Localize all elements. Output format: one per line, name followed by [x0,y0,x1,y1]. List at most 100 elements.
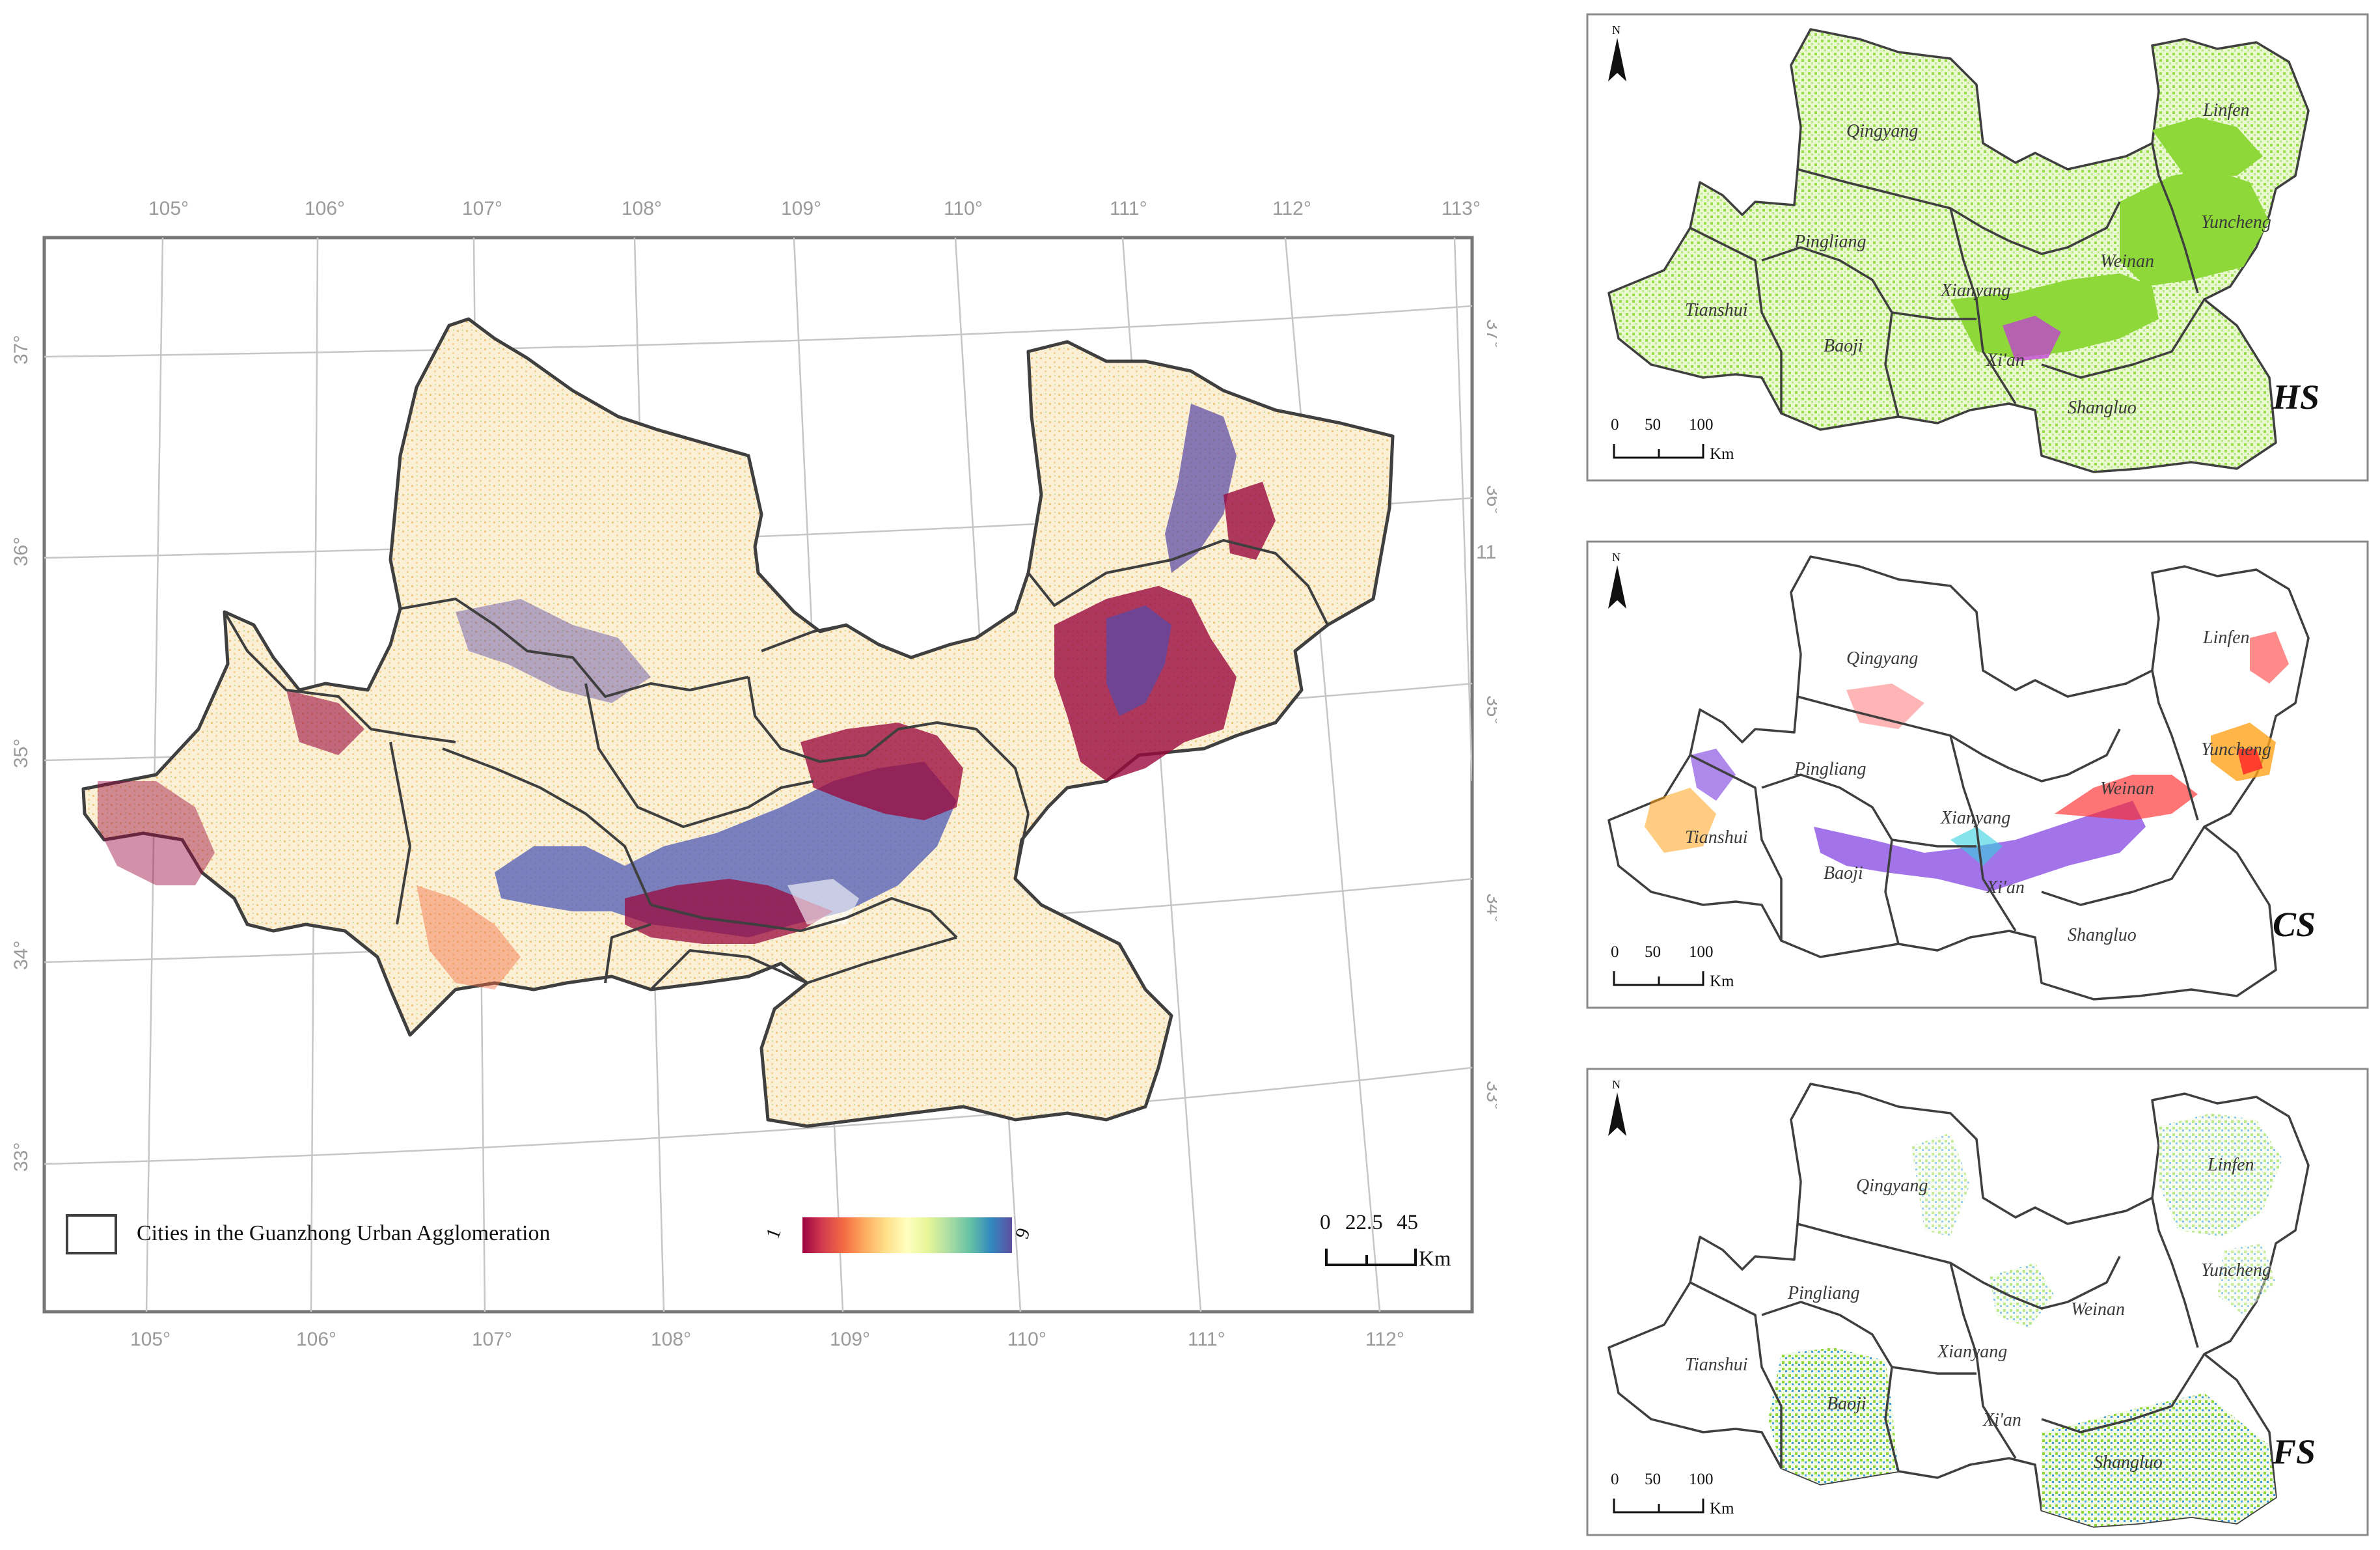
svg-text:Xianyang: Xianyang [1937,1342,2007,1362]
svg-text:34°: 34° [10,941,32,970]
svg-text:100: 100 [1689,416,1714,434]
svg-text:Tianshui: Tianshui [1685,827,1747,848]
svg-text:Pingliang: Pingliang [1794,232,1866,252]
svg-text:Pingliang: Pingliang [1787,1283,1859,1303]
north-arrow: N [1608,23,1626,81]
color-ramp [802,1217,1012,1253]
svg-text:Tianshui: Tianshui [1685,300,1747,320]
panel-boundaries [1689,1197,2206,1472]
svg-text:Xi'an: Xi'an [1986,878,2025,898]
lat-labels-left: 37° 36° 35° 34° 33° [10,335,32,1172]
legend-boundary-swatch [66,1214,117,1254]
panel-scale-bar: 0 50 100 Km [1611,1471,1734,1517]
svg-text:50: 50 [1645,416,1661,434]
panel-region [1607,28,2310,473]
svg-text:Weinan: Weinan [2100,779,2154,799]
svg-text:Linfen: Linfen [2202,628,2250,648]
svg-text:Yuncheng: Yuncheng [2201,1260,2271,1280]
main-map: 105° 106° 107° 108° 109° 110° 111° 112° … [10,198,1497,1350]
panel-fs: Qingyang Linfen Pingliang Yuncheng Weina… [1586,1068,2369,1536]
panel-city-labels: Qingyang Linfen Pingliang Yuncheng Weina… [1685,628,2271,945]
svg-text:100: 100 [1689,1471,1714,1488]
svg-text:Baoji: Baoji [1824,863,1863,883]
panel-tag: FS [2272,1432,2316,1471]
svg-text:35°: 35° [1483,695,1497,725]
panel-city-labels: Qingyang Linfen Pingliang Yuncheng Weina… [1685,1155,2271,1473]
svg-text:105°: 105° [148,198,189,219]
svg-text:Weinan: Weinan [2071,1299,2125,1320]
svg-text:110°: 110° [1007,1329,1046,1350]
svg-text:Linfen: Linfen [2207,1155,2254,1175]
svg-text:111°: 111° [1188,1329,1225,1350]
svg-text:Qingyang: Qingyang [1846,648,1918,669]
panel-tag: CS [2273,905,2316,944]
svg-text:N: N [1612,23,1621,36]
svg-text:Tianshui: Tianshui [1685,1355,1747,1375]
map-legend: Cities in the Guanzhong Urban Agglomerat… [66,1214,1035,1254]
svg-text:105°: 105° [130,1329,171,1350]
svg-text:106°: 106° [296,1329,336,1350]
panel-region [1607,1083,2310,1528]
svg-text:Qingyang: Qingyang [1856,1176,1928,1196]
svg-text:106°: 106° [305,198,345,219]
svg-text:113°: 113° [1476,542,1497,563]
svg-text:110°: 110° [944,198,983,219]
svg-text:0: 0 [1611,416,1619,434]
svg-text:Km: Km [1419,1247,1451,1271]
svg-text:34°: 34° [1483,893,1497,922]
svg-text:50: 50 [1645,943,1661,961]
study-area [81,317,1395,1128]
svg-text:107°: 107° [462,198,502,219]
svg-text:22.5: 22.5 [1345,1211,1383,1234]
north-arrow: N [1608,1078,1626,1136]
svg-text:N: N [1612,1078,1621,1091]
panel-boundaries [1689,670,2206,945]
svg-text:37°: 37° [1483,319,1497,348]
svg-text:Km: Km [1710,973,1734,990]
panel-tag: HS [2272,378,2319,417]
svg-text:Weinan: Weinan [2100,251,2154,271]
north-arrow: N [1608,551,1626,609]
svg-text:112°: 112° [1272,198,1311,219]
panel-hs: Qingyang Linfen Pingliang Yuncheng Weina… [1586,13,2369,482]
svg-text:Shangluo: Shangluo [2094,1452,2163,1473]
svg-text:35°: 35° [10,739,32,768]
svg-text:36°: 36° [1483,485,1497,514]
svg-text:0: 0 [1320,1211,1331,1234]
svg-text:107°: 107° [472,1329,512,1350]
svg-text:Baoji: Baoji [1824,336,1863,356]
svg-text:33°: 33° [10,1142,32,1172]
panel-cs: Qingyang Linfen Pingliang Yuncheng Weina… [1586,540,2369,1009]
svg-text:108°: 108° [651,1329,691,1350]
svg-text:Yuncheng: Yuncheng [2201,212,2271,232]
svg-text:Qingyang: Qingyang [1846,121,1918,141]
svg-text:111°: 111° [1110,198,1147,219]
svg-text:Linfen: Linfen [2202,100,2250,120]
lon-labels-top: 105° 106° 107° 108° 109° 110° 111° 112° … [148,198,1481,219]
svg-text:45: 45 [1397,1211,1418,1234]
svg-text:Km: Km [1710,445,1734,463]
svg-text:33°: 33° [1483,1081,1497,1110]
panel-scale-bar: 0 50 100 Km [1611,943,1734,990]
svg-text:Xi'an: Xi'an [1986,350,2025,370]
svg-text:0: 0 [1611,1471,1619,1488]
city-boundaries [223,539,1329,991]
svg-text:50: 50 [1645,1471,1661,1488]
svg-text:109°: 109° [830,1329,870,1350]
svg-text:112°: 112° [1365,1329,1404,1350]
panel-city-labels: Qingyang Linfen Pingliang Yuncheng Weina… [1685,100,2271,418]
svg-text:Xi'an: Xi'an [1982,1410,2021,1430]
svg-text:109°: 109° [781,198,821,219]
main-scale-bar: 0 22.5 45 Km [1320,1211,1451,1271]
svg-text:Baoji: Baoji [1827,1394,1867,1414]
svg-text:36°: 36° [10,537,32,566]
svg-text:100: 100 [1689,943,1714,961]
svg-text:108°: 108° [622,198,662,219]
panel-boundaries [1689,143,2206,417]
svg-text:Xianyang: Xianyang [1940,808,2010,828]
svg-text:Xianyang: Xianyang [1940,281,2010,301]
svg-text:37°: 37° [10,335,32,365]
value-patches [98,404,1276,990]
svg-text:Pingliang: Pingliang [1794,759,1866,779]
lat-labels-right: 37° 36° 113° 35° 34° 33° [1476,319,1497,1110]
